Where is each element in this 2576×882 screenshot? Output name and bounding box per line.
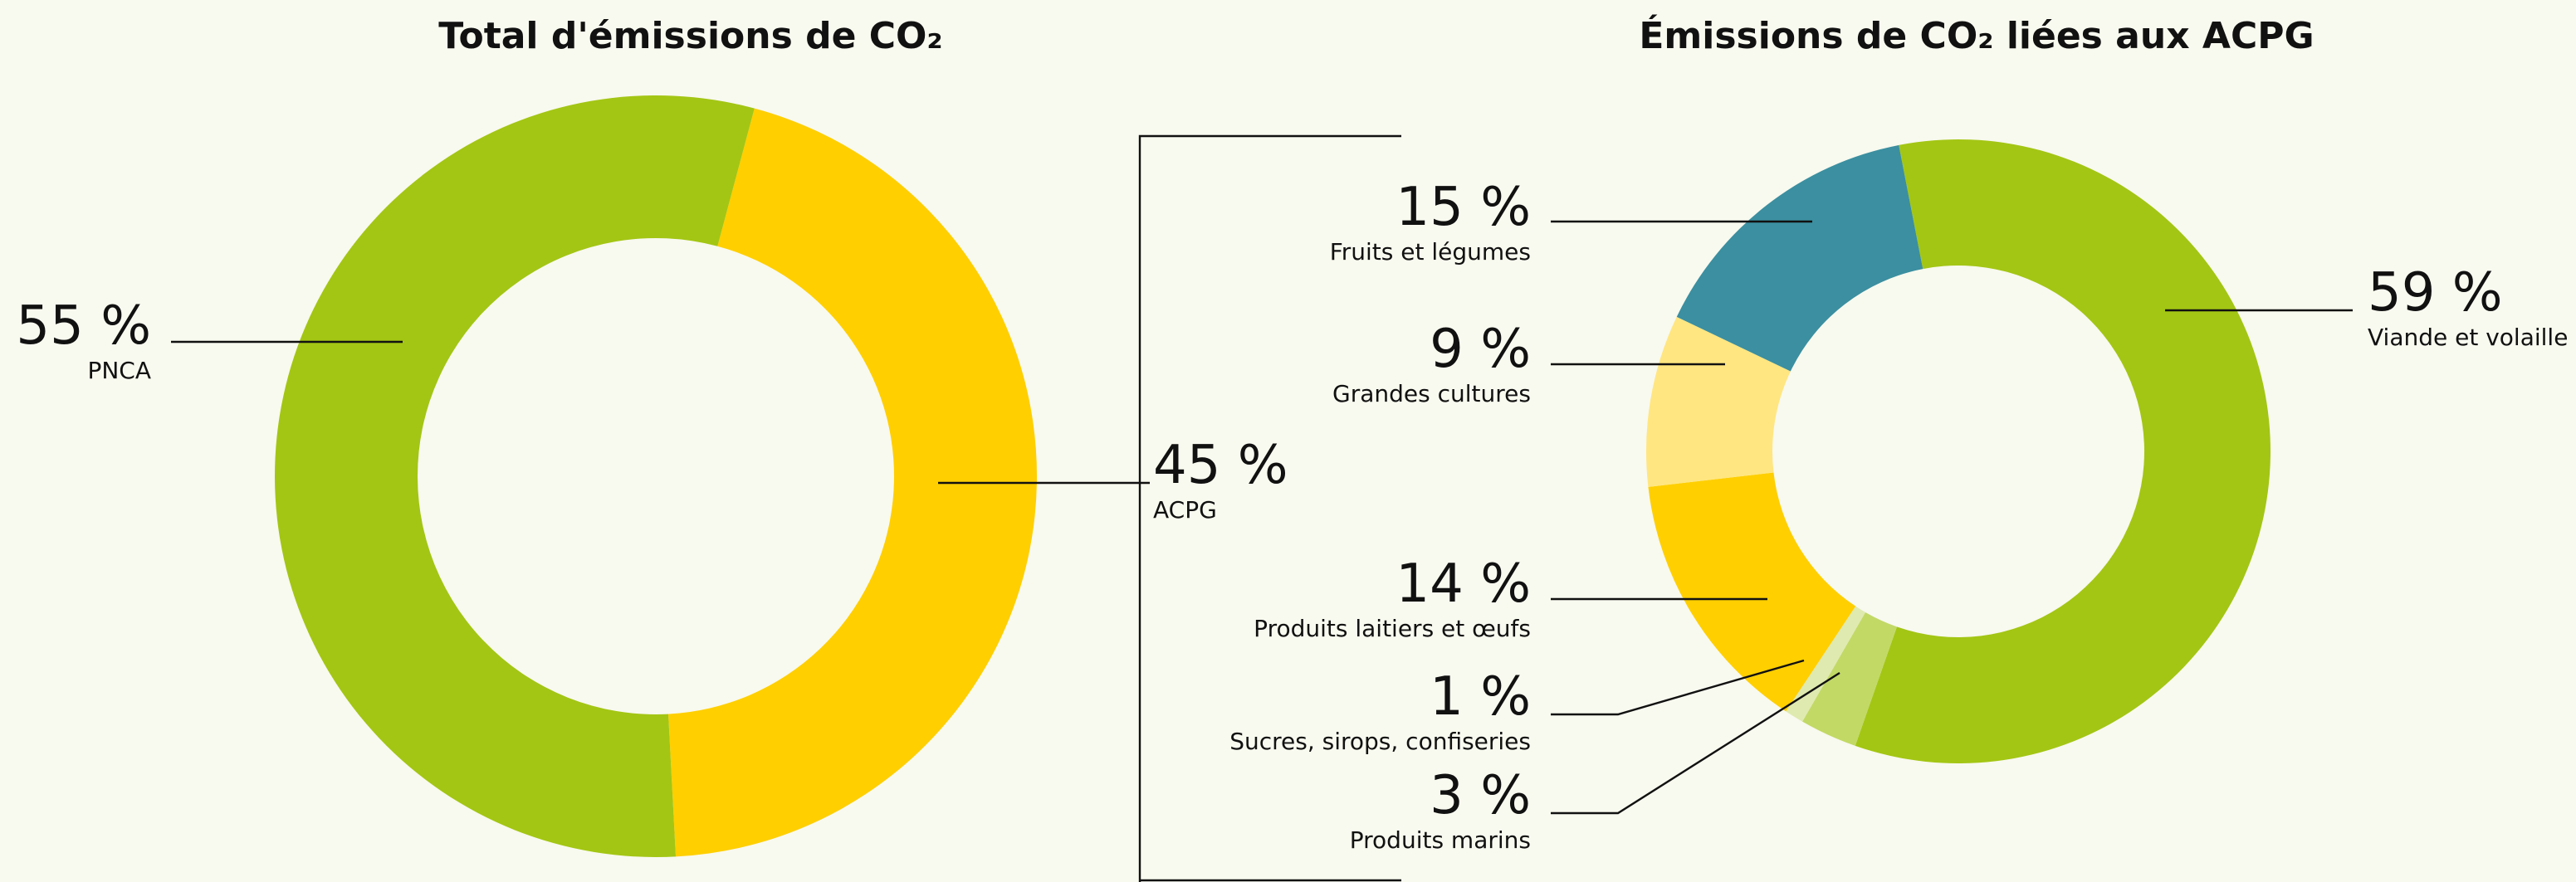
category-label: Sucres, sirops, confiseries	[1229, 728, 1531, 755]
donut-segment	[1802, 612, 1897, 746]
category-label: Grandes cultures	[1332, 380, 1531, 407]
donut-segment	[1786, 606, 1866, 722]
donut-segment	[274, 95, 755, 857]
chart-title: Total d'émissions de CO₂	[438, 15, 942, 57]
value-label: 15 %	[1396, 177, 1531, 238]
value-label: 9 %	[1430, 319, 1531, 380]
category-label: Viande et volaille	[2368, 324, 2568, 351]
category-label: Produits marins	[1350, 826, 1531, 854]
value-label: 59 %	[2368, 262, 2503, 324]
chart-title: Émissions de CO₂ liées aux ACPG	[1639, 13, 2314, 57]
bracket	[1138, 134, 1401, 882]
value-label: 45 %	[1153, 435, 1288, 496]
category-label: Fruits et légumes	[1330, 238, 1531, 266]
category-label: Produits laitiers et œufs	[1254, 615, 1531, 642]
category-label: PNCA	[87, 357, 151, 384]
leader-line	[1551, 671, 1840, 815]
value-label: 3 %	[1430, 765, 1531, 826]
donut-segment	[1855, 139, 2270, 764]
value-label: 55 %	[16, 295, 151, 357]
donut-segment	[668, 108, 1037, 857]
value-label: 14 %	[1396, 553, 1531, 615]
donut-segment	[1648, 472, 1856, 712]
donut-segment	[1646, 316, 1791, 487]
category-label: ACPG	[1153, 496, 1217, 524]
value-label: 1 %	[1430, 666, 1531, 728]
leader-line	[1551, 659, 1805, 716]
donut-segment	[1676, 144, 1923, 372]
